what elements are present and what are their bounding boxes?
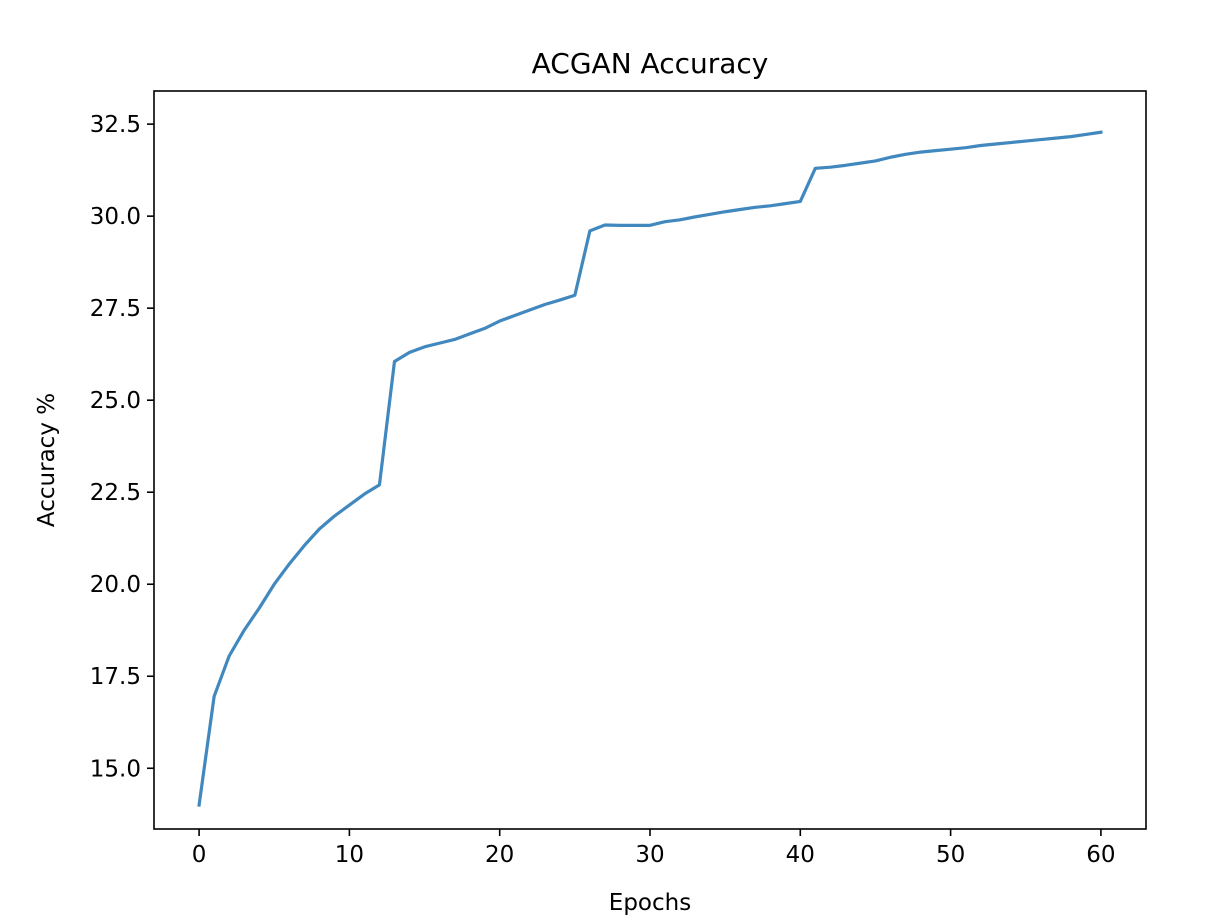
plot-frame bbox=[153, 90, 1147, 830]
y-tick-label: 17.5 bbox=[90, 664, 141, 690]
x-tick-label: 20 bbox=[485, 842, 514, 868]
y-tick-label: 25.0 bbox=[90, 388, 141, 414]
x-tick-label: 10 bbox=[335, 842, 364, 868]
y-axis-title: Accuracy % bbox=[34, 393, 60, 527]
y-tick-label: 15.0 bbox=[90, 756, 141, 782]
x-tick-label: 30 bbox=[635, 842, 664, 868]
y-tick-label: 20.0 bbox=[90, 572, 141, 598]
y-tick-label: 22.5 bbox=[90, 480, 141, 506]
y-axis-ticks: 15.0 17.5 20.0 22.5 25.0 27.5 30.0 32.5 bbox=[90, 112, 154, 782]
x-tick-label: 0 bbox=[192, 842, 207, 868]
x-tick-label: 50 bbox=[936, 842, 965, 868]
y-tick-label: 27.5 bbox=[90, 296, 141, 322]
chart-title: ACGAN Accuracy bbox=[532, 47, 769, 80]
y-tick-label: 32.5 bbox=[90, 112, 141, 138]
series-line bbox=[197, 130, 1103, 807]
x-tick-label: 40 bbox=[786, 842, 815, 868]
x-axis-ticks: 0 10 20 30 40 50 60 bbox=[192, 829, 1116, 868]
x-axis-title: Epochs bbox=[609, 890, 691, 916]
y-tick-label: 30.0 bbox=[90, 204, 141, 230]
x-tick-label: 60 bbox=[1086, 842, 1115, 868]
